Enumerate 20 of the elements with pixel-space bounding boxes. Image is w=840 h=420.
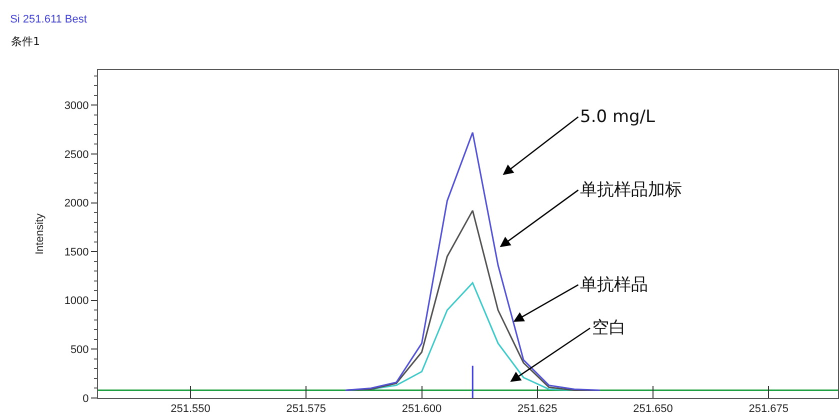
chart-subtitle: 条件1 [11, 35, 40, 48]
x-tick-label: 251.600 [402, 403, 442, 416]
y-axis-title: Intensity [34, 213, 46, 254]
x-tick-label: 251.625 [517, 403, 558, 416]
annotation: 单抗样品加标 [580, 180, 682, 200]
x-tick-label: 251.675 [748, 403, 789, 416]
x-tick-label: 251.575 [286, 403, 326, 416]
chart-title: Si 251.611 Best [10, 13, 87, 26]
y-tick-label: 2000 [64, 198, 89, 210]
annotation: 5.0 mg/L [580, 107, 656, 127]
annotation: 空白 [592, 318, 626, 338]
x-tick-label: 251.550 [170, 403, 210, 416]
x-tick-label: 251.650 [633, 403, 673, 416]
y-tick-label: 500 [70, 344, 89, 356]
y-tick-label: 2500 [64, 148, 89, 161]
y-tick-label: 1000 [64, 295, 89, 308]
y-tick-label: 0 [82, 392, 89, 405]
y-tick-label: 3000 [64, 100, 89, 112]
annotation: 单抗样品 [580, 275, 648, 295]
y-tick-label: 1500 [64, 246, 89, 258]
